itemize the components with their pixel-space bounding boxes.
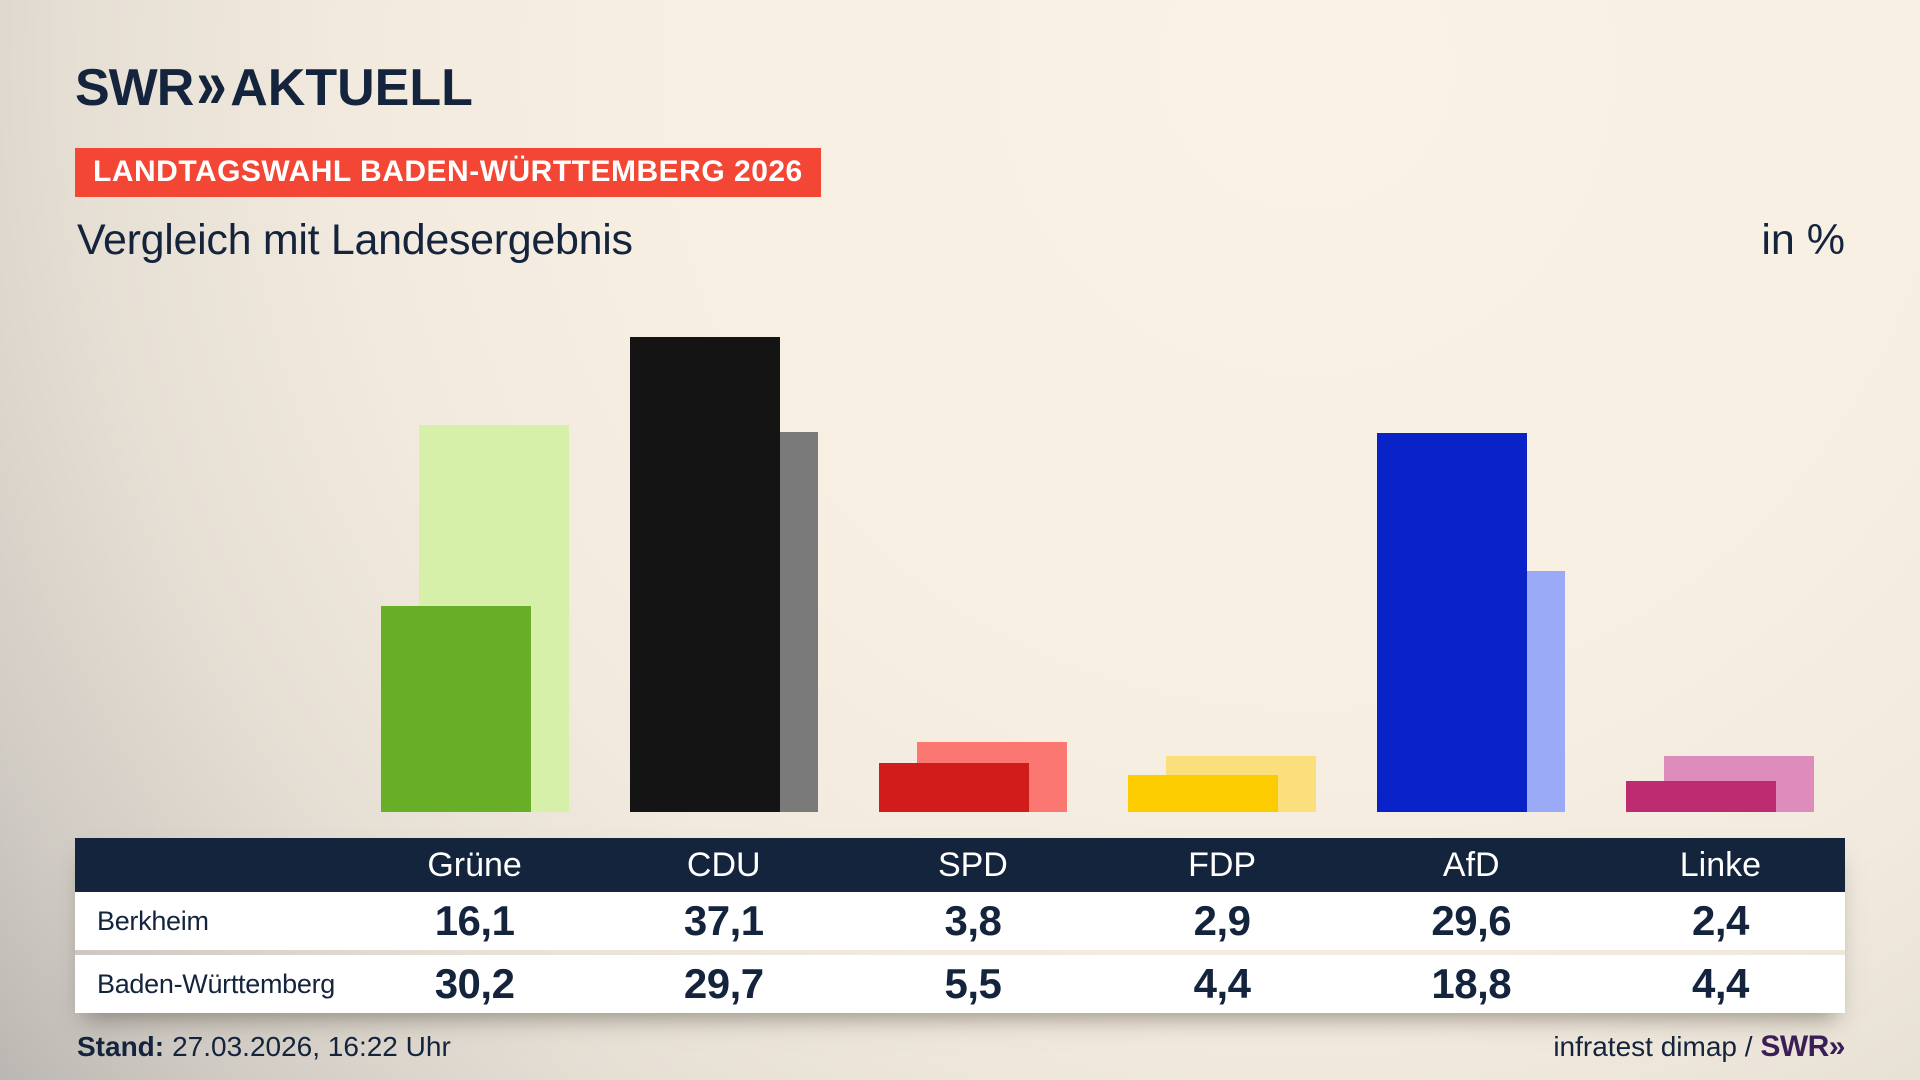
chart-column-fdp xyxy=(1098,270,1347,812)
table-row-berkheim: Berkheim 16,1 37,1 3,8 2,9 29,6 2,4 xyxy=(75,892,1845,950)
header-cell-linke: Linke xyxy=(1679,845,1762,884)
bar-gruene-berkheim xyxy=(380,606,531,812)
bar-cdu-berkheim xyxy=(629,337,780,812)
bar-group-linke xyxy=(1626,270,1815,812)
table-header-row: Grüne CDU SPD FDP AfD Linke xyxy=(75,838,1845,892)
stand-label: Stand: xyxy=(77,1031,165,1062)
bar-group-afd xyxy=(1377,270,1566,812)
source-credit: infratest dimap / SWR» xyxy=(1553,1030,1845,1064)
value-baden-wuerttemberg-gruene: 30,2 xyxy=(434,960,515,1007)
chart-columns xyxy=(75,270,1845,812)
header-cell-fdp: FDP xyxy=(1188,845,1257,884)
row-label-baden-wuerttemberg: Baden-Württemberg xyxy=(97,968,336,999)
unit-label: in % xyxy=(1761,216,1845,264)
value-baden-wuerttemberg-cdu: 29,7 xyxy=(683,960,764,1007)
bar-group-fdp xyxy=(1128,270,1317,812)
comparison-bar-chart xyxy=(75,270,1845,812)
value-berkheim-fdp: 2,9 xyxy=(1193,897,1251,944)
value-baden-wuerttemberg-linke: 4,4 xyxy=(1691,960,1749,1007)
election-badge: LANDTAGSWAHL BADEN-WÜRTTEMBERG 2026 xyxy=(75,148,821,197)
value-berkheim-cdu: 37,1 xyxy=(683,897,764,944)
page-title: Vergleich mit Landesergebnis xyxy=(77,216,633,264)
title-row: Vergleich mit Landesergebnis in % xyxy=(77,216,1845,265)
chart-column-cdu xyxy=(599,270,848,812)
bar-spd-berkheim xyxy=(878,763,1029,812)
value-baden-wuerttemberg-spd: 5,5 xyxy=(944,960,1002,1007)
swr-aktuell-logo: SWR » AKTUELL xyxy=(75,50,473,120)
chart-column-spd xyxy=(848,270,1097,812)
value-baden-wuerttemberg-fdp: 4,4 xyxy=(1193,960,1251,1007)
value-berkheim-spd: 3,8 xyxy=(944,897,1002,944)
value-berkheim-afd: 29,6 xyxy=(1431,897,1512,944)
bar-group-spd xyxy=(878,270,1067,812)
bar-group-gruene xyxy=(380,270,569,812)
header-cell-spd: SPD xyxy=(937,845,1008,884)
footer: Stand: 27.03.2026, 16:22 Uhr infratest di… xyxy=(77,1030,1845,1064)
header-cell-gruene: Grüne xyxy=(427,845,522,884)
table-body: Berkheim 16,1 37,1 3,8 2,9 29,6 2,4 Baden-Württ… xyxy=(75,892,1845,1013)
swr-double-chevron-icon: » xyxy=(196,45,227,125)
bar-group-cdu xyxy=(629,270,818,812)
chart-column-gruene xyxy=(350,270,599,812)
chart-column-afd xyxy=(1347,270,1596,812)
table-row-baden-wuerttemberg: Baden-Württemberg 30,2 29,7 5,5 4,4 18,8 4,4 xyxy=(75,955,1845,1013)
stand-timestamp: Stand: 27.03.2026, 16:22 Uhr xyxy=(77,1031,451,1063)
header-cell-afd: AfD xyxy=(1442,845,1500,884)
chart-label-spacer xyxy=(75,270,350,812)
bar-fdp-berkheim xyxy=(1128,775,1279,812)
value-baden-wuerttemberg-afd: 18,8 xyxy=(1431,960,1512,1007)
value-berkheim-gruene: 16,1 xyxy=(434,897,515,944)
stand-value: 27.03.2026, 16:22 Uhr xyxy=(172,1031,451,1062)
chart-column-linke xyxy=(1596,270,1845,812)
results-table: Grüne CDU SPD FDP AfD Linke Berkheim 16,1 37,1 3… xyxy=(75,838,1845,1013)
bar-linke-berkheim xyxy=(1626,781,1777,812)
header-cell-cdu: CDU xyxy=(686,845,761,884)
row-label-berkheim: Berkheim xyxy=(97,905,209,936)
logo-aktuell-text: AKTUELL xyxy=(230,59,473,117)
bar-afd-berkheim xyxy=(1377,433,1528,812)
swr-brand-mark: SWR» xyxy=(1760,1030,1845,1063)
value-berkheim-linke: 2,4 xyxy=(1691,897,1749,944)
logo-swr-text: SWR xyxy=(75,59,194,117)
source-text: infratest dimap / xyxy=(1553,1031,1761,1062)
